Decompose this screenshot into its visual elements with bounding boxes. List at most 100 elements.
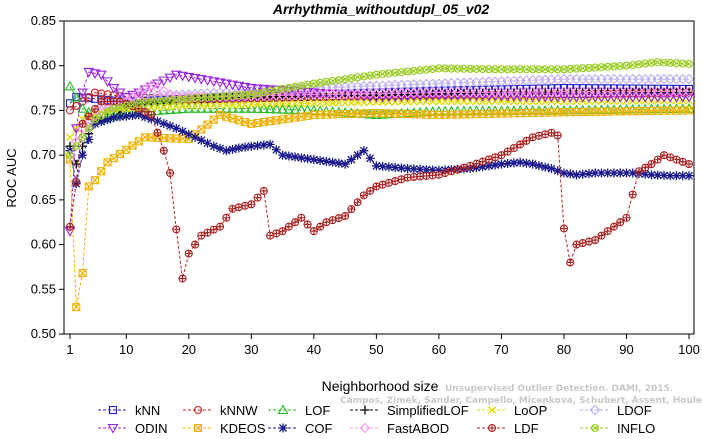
data-point bbox=[95, 70, 107, 81]
data-point bbox=[353, 198, 362, 207]
data-point bbox=[209, 225, 218, 234]
data-point bbox=[539, 92, 551, 103]
data-point bbox=[321, 156, 331, 166]
data-point bbox=[415, 164, 425, 174]
data-point bbox=[97, 111, 106, 120]
data-point bbox=[84, 134, 94, 144]
data-point bbox=[270, 103, 282, 114]
data-point bbox=[297, 81, 306, 90]
data-point bbox=[647, 58, 656, 67]
y-tick-label: 0.75 bbox=[31, 102, 56, 117]
data-point bbox=[315, 156, 325, 166]
data-point bbox=[72, 177, 81, 187]
data-point bbox=[603, 168, 613, 178]
data-point bbox=[591, 236, 600, 245]
y-tick-label: 0.55 bbox=[31, 281, 56, 296]
data-point bbox=[397, 98, 406, 106]
data-point bbox=[341, 75, 350, 84]
data-point bbox=[222, 213, 231, 222]
data-point bbox=[264, 103, 276, 114]
data-point bbox=[184, 101, 193, 110]
data-point bbox=[184, 129, 194, 139]
data-point bbox=[78, 150, 88, 160]
data-point bbox=[615, 168, 625, 178]
data-point bbox=[158, 76, 170, 87]
data-point bbox=[546, 164, 556, 174]
data-point bbox=[90, 88, 100, 97]
data-point bbox=[653, 58, 662, 67]
data-point bbox=[84, 92, 93, 102]
data-point bbox=[396, 163, 406, 173]
data-point bbox=[366, 186, 375, 195]
data-point bbox=[527, 92, 539, 103]
legend-marker bbox=[277, 404, 289, 415]
data-point bbox=[172, 102, 181, 111]
data-point bbox=[622, 61, 631, 70]
data-point bbox=[216, 222, 225, 231]
data-point bbox=[497, 151, 506, 160]
data-point bbox=[359, 146, 369, 156]
data-point bbox=[159, 103, 168, 111]
data-point bbox=[391, 68, 400, 77]
data-point bbox=[195, 75, 207, 85]
data-point bbox=[83, 67, 95, 78]
data-point bbox=[328, 157, 338, 167]
data-point bbox=[247, 200, 256, 209]
data-point bbox=[222, 101, 231, 110]
data-point bbox=[534, 65, 543, 74]
series-line-loop bbox=[69, 100, 689, 138]
data-point bbox=[634, 167, 644, 176]
data-point bbox=[403, 97, 412, 106]
data-point bbox=[609, 62, 619, 71]
credit-line-2: Campos, Zimek, Sander, Campello, Micenko… bbox=[340, 396, 702, 406]
data-point bbox=[172, 95, 181, 104]
data-point bbox=[609, 168, 619, 178]
data-point bbox=[159, 96, 168, 106]
data-point bbox=[208, 77, 220, 87]
data-point bbox=[621, 168, 631, 178]
data-point bbox=[359, 191, 368, 200]
data-point bbox=[102, 77, 113, 87]
data-point bbox=[664, 92, 676, 103]
data-point bbox=[489, 91, 501, 102]
data-point bbox=[190, 132, 200, 142]
data-point bbox=[409, 164, 419, 174]
data-point bbox=[203, 228, 212, 237]
data-point bbox=[603, 62, 612, 71]
data-point bbox=[677, 92, 689, 103]
data-point bbox=[172, 225, 181, 234]
data-point bbox=[191, 101, 200, 110]
data-point bbox=[228, 91, 237, 100]
data-point bbox=[414, 91, 426, 102]
data-point bbox=[434, 64, 443, 73]
data-point bbox=[378, 69, 387, 79]
data-point bbox=[290, 152, 300, 162]
data-point bbox=[316, 222, 325, 231]
data-point bbox=[678, 171, 688, 181]
data-point bbox=[340, 159, 350, 169]
data-point bbox=[584, 169, 594, 179]
data-point bbox=[634, 60, 644, 69]
data-point bbox=[128, 111, 138, 121]
data-point bbox=[397, 68, 406, 77]
data-point bbox=[584, 63, 594, 72]
data-point bbox=[103, 115, 113, 125]
data-point bbox=[90, 176, 100, 185]
data-point bbox=[220, 79, 232, 90]
x-tick-label: 50 bbox=[369, 342, 383, 357]
data-point bbox=[139, 85, 151, 96]
data-point bbox=[328, 76, 337, 85]
data-point bbox=[466, 64, 475, 73]
data-point bbox=[583, 92, 595, 103]
data-point bbox=[239, 82, 251, 93]
data-point bbox=[233, 81, 245, 92]
data-point bbox=[247, 90, 256, 99]
data-point bbox=[71, 159, 81, 169]
data-point bbox=[253, 100, 262, 109]
legend-item-loop: LoOP bbox=[477, 403, 547, 418]
data-point bbox=[553, 166, 563, 176]
data-point bbox=[597, 63, 606, 72]
data-point bbox=[65, 151, 75, 160]
data-point bbox=[66, 133, 74, 142]
